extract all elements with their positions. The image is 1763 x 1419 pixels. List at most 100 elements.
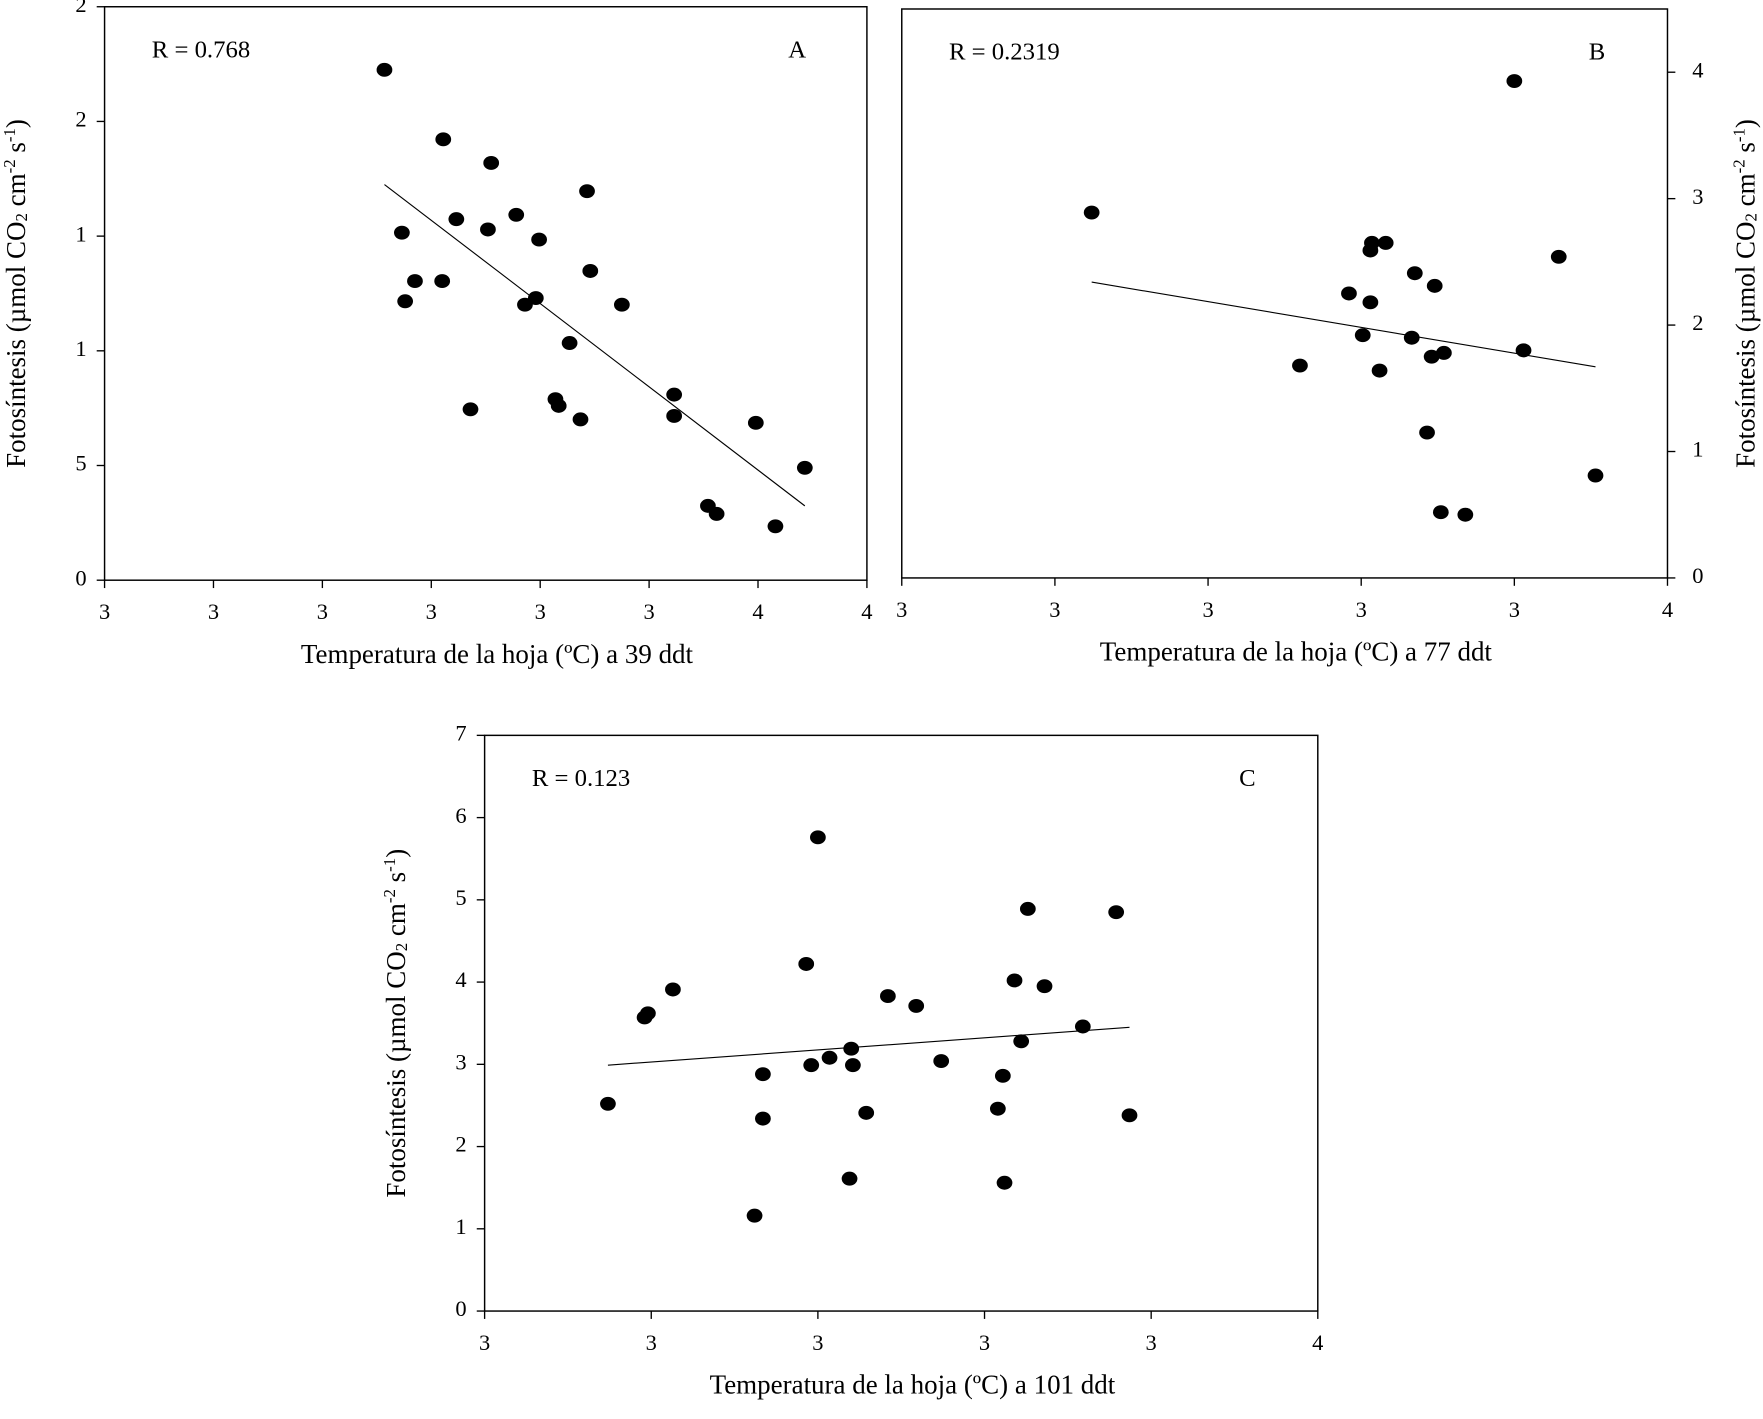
y-axis-title-part: -1 <box>0 128 19 142</box>
data-point <box>480 222 496 237</box>
data-point <box>1108 905 1125 920</box>
y-tick-label: 1 <box>75 336 86 361</box>
x-tick-label: 3 <box>1509 597 1520 622</box>
data-point <box>435 132 452 147</box>
data-point <box>1515 343 1532 358</box>
data-point <box>843 1041 860 1056</box>
y-tick-label: 2 <box>75 107 86 132</box>
plot-frame <box>483 734 1319 1312</box>
data-point <box>407 274 423 289</box>
y-tick-label: 1 <box>1692 437 1703 462</box>
panel-label: C <box>1239 765 1255 792</box>
data-point <box>1426 278 1443 293</box>
data-point <box>841 1171 858 1186</box>
y-axis-title-part: s <box>381 872 411 889</box>
panel: 3 3 3 3 3 3 4 4 0 5 1 1 2 2 Temperatura de la hoja (ºC… <box>0 0 872 669</box>
x-tick-label: 3 <box>646 1330 657 1355</box>
y-axis-title-part: cm <box>1 173 31 213</box>
data-point <box>755 1111 771 1126</box>
y-axis-title-part: -2 <box>0 159 19 173</box>
y-axis-title-part: ) <box>1 119 31 128</box>
data-point <box>798 957 815 971</box>
data-point <box>746 1208 763 1223</box>
data-point <box>1019 901 1036 916</box>
y-axis-title-part: s <box>1731 142 1761 159</box>
data-point <box>1406 266 1423 281</box>
data-point <box>708 506 725 521</box>
data-point <box>666 387 683 402</box>
y-tick-label: 4 <box>455 967 466 992</box>
x-axis-title: Temperatura de la hoja (ºC) a 39 ddt <box>301 639 694 669</box>
y-tick-label: 5 <box>455 885 466 910</box>
x-axis-title: Temperatura de la hoja (ºC) a 101 ddt <box>710 1370 1116 1400</box>
data-point <box>747 415 764 430</box>
data-point <box>665 982 681 997</box>
y-tick-label: 0 <box>75 565 86 590</box>
y-axis-title-part: cm <box>1731 173 1761 213</box>
data-point <box>1362 295 1379 310</box>
y-tick-label: 2 <box>1692 310 1703 335</box>
data-point <box>434 274 451 289</box>
data-point <box>483 155 500 170</box>
x-axis-title: Temperatura de la hoja (ºC) a 77 ddt <box>1100 637 1493 667</box>
y-axis-title-part: ) <box>381 849 411 858</box>
x-tick-label: 3 <box>99 599 110 624</box>
data-point <box>908 998 925 1013</box>
y-axis-title-part: ) <box>1731 119 1761 128</box>
data-point <box>755 1067 771 1082</box>
y-tick-label: 2 <box>455 1132 466 1157</box>
data-point <box>1354 328 1371 343</box>
panel-label: A <box>788 36 806 63</box>
y-axis-title: Fotosíntesis (µmol CO2 cm-2 s-1) <box>380 849 411 1198</box>
y-axis-title-part: 2 <box>392 943 411 951</box>
data-point <box>600 1096 616 1111</box>
y-tick-label: 1 <box>455 1214 466 1239</box>
data-point <box>1371 363 1388 378</box>
annotation: R = 0.2319 <box>949 39 1060 66</box>
panel: 3 3 3 3 3 4 0 1 2 3 4 5 6 7 Temperatura de la hoja (ºC… <box>380 721 1323 1400</box>
data-point <box>1550 249 1567 264</box>
x-tick-label: 3 <box>426 599 437 624</box>
data-point <box>572 412 589 427</box>
plot-frame <box>901 8 1669 579</box>
data-point <box>376 62 393 77</box>
data-point <box>1074 1019 1091 1034</box>
data-point <box>880 989 896 1004</box>
data-point <box>448 212 465 227</box>
data-point <box>1013 1034 1030 1049</box>
y-tick-label: 0 <box>1692 563 1703 588</box>
data-point <box>994 1068 1011 1083</box>
data-point <box>810 830 826 845</box>
data-point <box>845 1058 861 1073</box>
trend-line <box>1091 281 1596 368</box>
data-point <box>397 294 414 309</box>
x-tick-label: 3 <box>812 1330 823 1355</box>
y-axis-title-part: Fotosíntesis (µmol CO <box>381 951 411 1197</box>
panel-label: B <box>1589 39 1606 66</box>
data-point <box>508 207 525 222</box>
x-tick-label: 4 <box>1662 597 1673 622</box>
data-point <box>561 336 578 350</box>
y-tick-label: 3 <box>1692 184 1703 209</box>
data-point <box>1423 349 1440 364</box>
data-point <box>989 1101 1006 1116</box>
data-point <box>550 398 567 413</box>
y-tick-label: 4 <box>1692 57 1703 82</box>
y-axis-title-part: Fotosíntesis (µmol CO <box>1 222 31 468</box>
trend-line <box>384 184 806 507</box>
y-axis-title-part: 2 <box>1742 213 1761 221</box>
y-tick-label: 0 <box>455 1296 466 1321</box>
data-point <box>1436 345 1452 360</box>
data-point <box>996 1175 1013 1190</box>
data-point <box>1432 505 1449 520</box>
data-point <box>1587 468 1604 483</box>
data-point <box>1377 235 1394 250</box>
data-point <box>1457 507 1474 522</box>
trend-line <box>607 1026 1130 1066</box>
data-point <box>767 519 784 534</box>
data-point <box>933 1054 950 1069</box>
x-tick-label: 4 <box>752 599 763 624</box>
x-tick-label: 4 <box>861 599 872 624</box>
x-tick-label: 3 <box>535 599 546 624</box>
